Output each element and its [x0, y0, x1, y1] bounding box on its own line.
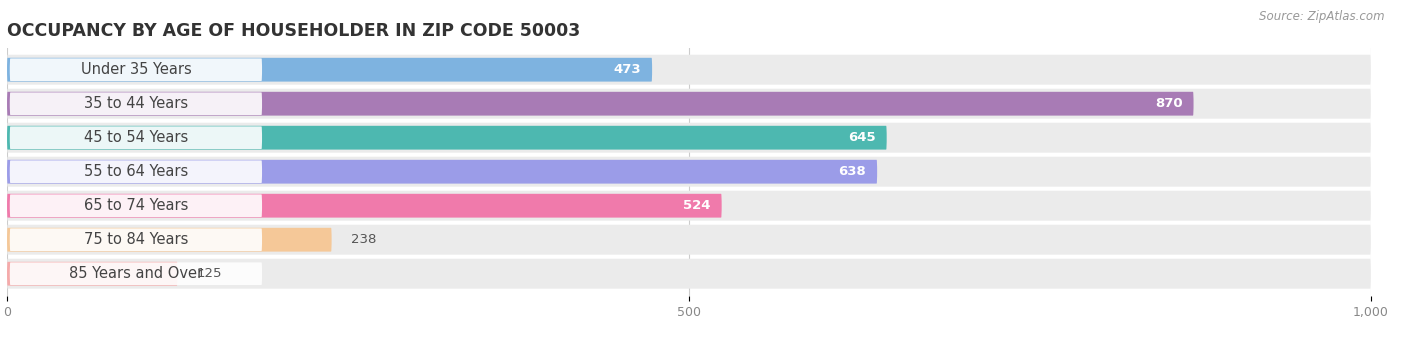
FancyBboxPatch shape [7, 194, 721, 218]
FancyBboxPatch shape [7, 89, 1371, 119]
Text: 645: 645 [848, 131, 876, 144]
FancyBboxPatch shape [7, 191, 1371, 221]
FancyBboxPatch shape [10, 262, 262, 285]
Text: 85 Years and Over: 85 Years and Over [69, 266, 202, 281]
Text: 473: 473 [613, 63, 641, 76]
FancyBboxPatch shape [10, 92, 262, 115]
Text: OCCUPANCY BY AGE OF HOUSEHOLDER IN ZIP CODE 50003: OCCUPANCY BY AGE OF HOUSEHOLDER IN ZIP C… [7, 22, 581, 40]
Text: 524: 524 [683, 199, 711, 212]
FancyBboxPatch shape [10, 160, 262, 183]
FancyBboxPatch shape [7, 126, 887, 150]
Text: 75 to 84 Years: 75 to 84 Years [84, 232, 188, 247]
FancyBboxPatch shape [7, 160, 877, 184]
FancyBboxPatch shape [10, 126, 262, 149]
Text: 65 to 74 Years: 65 to 74 Years [84, 198, 188, 213]
FancyBboxPatch shape [7, 58, 652, 82]
FancyBboxPatch shape [7, 123, 1371, 153]
FancyBboxPatch shape [7, 225, 1371, 255]
FancyBboxPatch shape [7, 259, 1371, 289]
FancyBboxPatch shape [7, 92, 1194, 116]
FancyBboxPatch shape [10, 228, 262, 251]
Text: 125: 125 [197, 267, 222, 280]
Text: 638: 638 [838, 165, 866, 178]
Text: 870: 870 [1154, 97, 1182, 110]
Text: Source: ZipAtlas.com: Source: ZipAtlas.com [1260, 10, 1385, 23]
FancyBboxPatch shape [7, 157, 1371, 187]
Text: 55 to 64 Years: 55 to 64 Years [84, 164, 188, 179]
Text: Under 35 Years: Under 35 Years [80, 62, 191, 77]
Text: 45 to 54 Years: 45 to 54 Years [84, 130, 188, 145]
FancyBboxPatch shape [7, 262, 177, 286]
FancyBboxPatch shape [10, 58, 262, 81]
Text: 35 to 44 Years: 35 to 44 Years [84, 96, 188, 111]
FancyBboxPatch shape [7, 228, 332, 252]
Text: 238: 238 [350, 233, 375, 246]
FancyBboxPatch shape [10, 194, 262, 217]
FancyBboxPatch shape [7, 55, 1371, 85]
